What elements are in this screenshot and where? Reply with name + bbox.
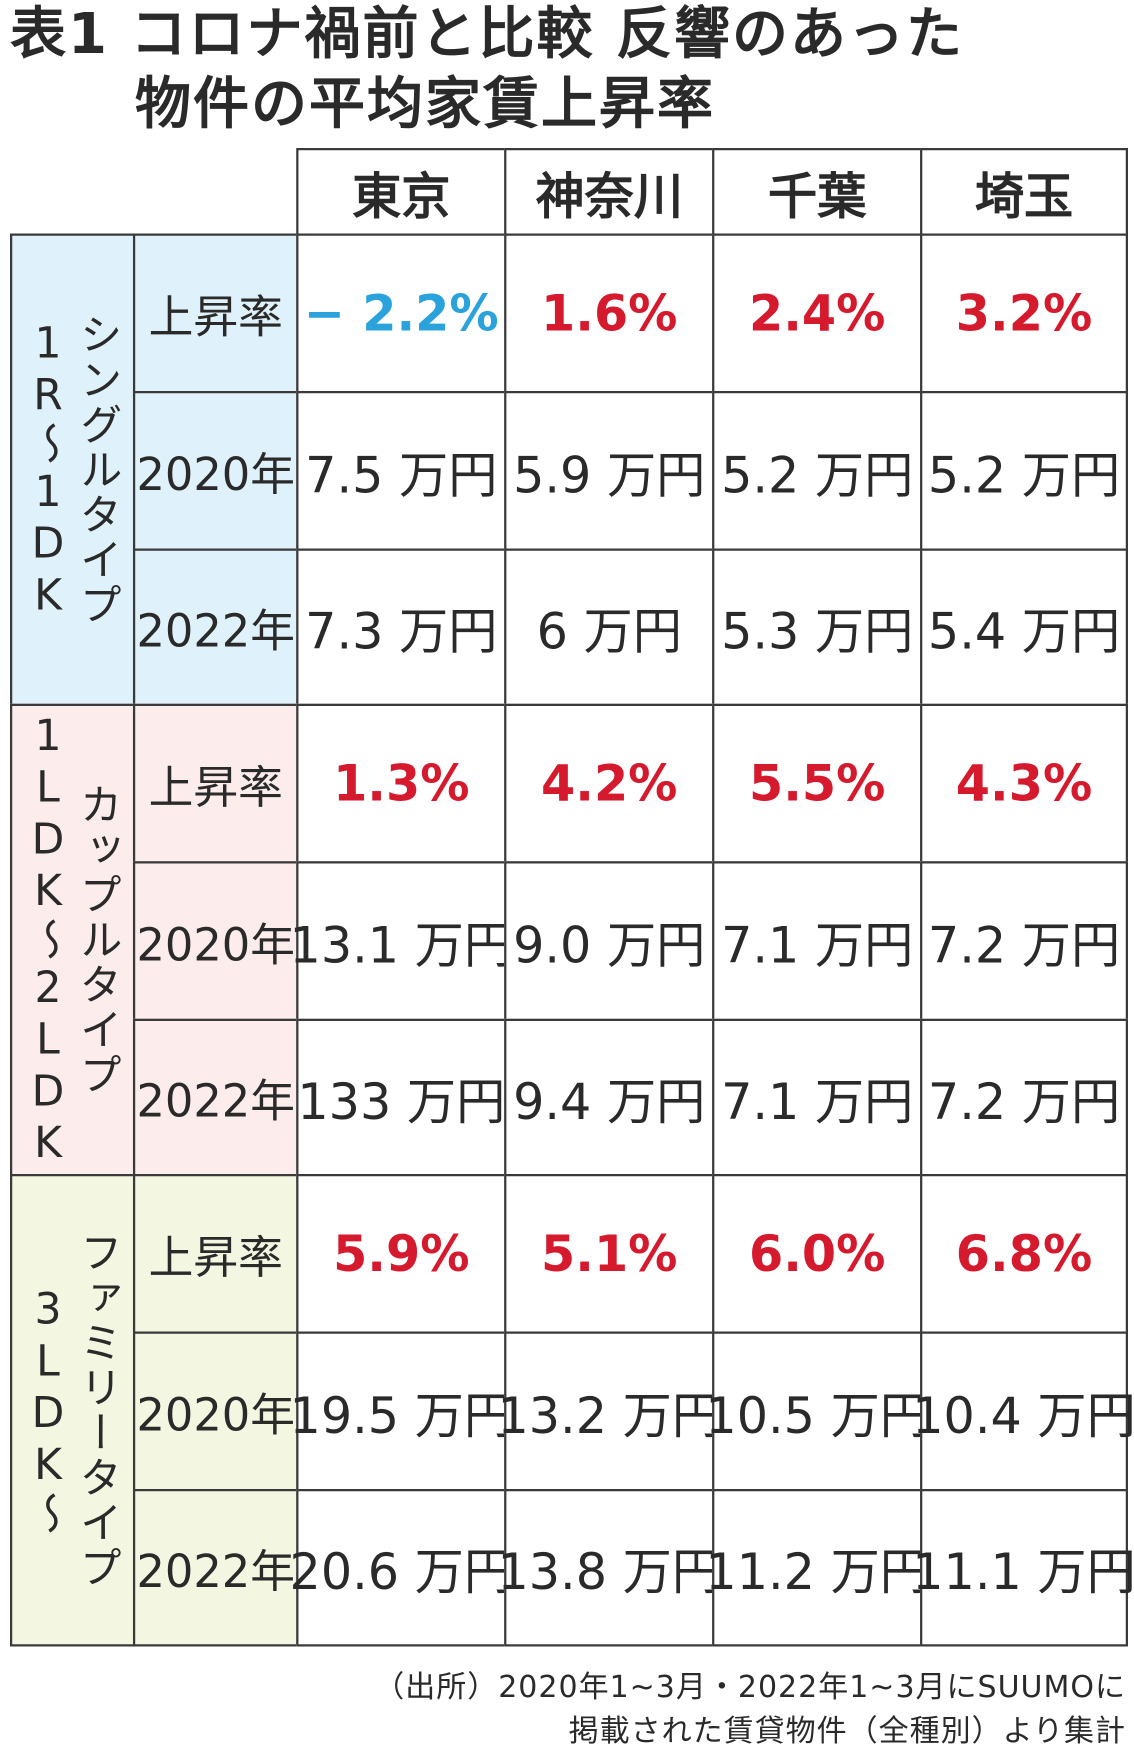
table-cell: 11.1 万円	[912, 1489, 1134, 1647]
table-cell: 7.2 万円	[920, 861, 1128, 1021]
row-label: 2022年	[132, 548, 299, 706]
table-cell: 5.5%	[712, 703, 923, 864]
group-layout: 3LDK〜	[23, 1284, 73, 1537]
column-header-saitama: 埼玉	[920, 148, 1128, 236]
table-cell: 5.9 万円	[504, 391, 715, 551]
group-layout: 1LDK〜2LDK	[23, 710, 73, 1170]
column-header-tokyo: 東京	[296, 148, 507, 236]
table-cell: 13.1 万円	[290, 861, 513, 1021]
table-cell: 7.5 万円	[296, 391, 507, 551]
table-cell: 7.3 万円	[296, 548, 507, 706]
table-cell: − 2.2%	[296, 233, 507, 394]
row-label: 2022年	[132, 1489, 299, 1647]
table-cell: 7.1 万円	[712, 1018, 923, 1177]
row-label: 2020年	[132, 1331, 299, 1492]
table-cell: 4.2%	[504, 703, 715, 864]
table-cell: 6 万円	[504, 548, 715, 706]
group-type-name: ファミリータイプ	[72, 1230, 122, 1591]
table-cell: 6.0%	[712, 1174, 923, 1334]
table-cell: 5.9%	[296, 1174, 507, 1334]
row-label: 2020年	[132, 861, 299, 1021]
table-cell: 13.2 万円	[497, 1331, 721, 1492]
table-cell: 5.4 万円	[920, 548, 1128, 706]
row-label: 上昇率	[132, 233, 299, 394]
table-cell: 5.2 万円	[920, 391, 1128, 551]
rent-table: 東京 神奈川 千葉 埼玉 シングルタイプ 1R〜1DK 上昇率 2020年 20…	[10, 148, 1134, 1649]
page-title: 表1 コロナ禍前と比較 反響のあった 物件の平均家賃上昇率	[10, 0, 964, 140]
column-header-kanagawa: 神奈川	[504, 148, 715, 236]
source-line-2: 掲載された賃貸物件（全種別）より集計	[568, 1714, 1126, 1749]
row-label: 上昇率	[132, 703, 299, 864]
table-cell: 9.0 万円	[504, 861, 715, 1021]
table-cell: 1.6%	[504, 233, 715, 394]
group-family: ファミリータイプ 3LDK〜	[10, 1174, 136, 1647]
table-cell: 5.3 万円	[712, 548, 923, 706]
table-cell: 11.2 万円	[705, 1489, 929, 1647]
column-header-chiba: 千葉	[712, 148, 923, 236]
table-cell: 5.2 万円	[712, 391, 923, 551]
row-label: 2022年	[132, 1018, 299, 1177]
table-cell: 1.3%	[296, 703, 507, 864]
table-cell: 4.3%	[920, 703, 1128, 864]
group-type-name: カップルタイプ	[72, 782, 122, 1098]
table-cell: 2.4%	[712, 233, 923, 394]
source-line-1: （出所）2020年1~3月・2022年1~3月にSUUMOに	[374, 1670, 1126, 1705]
table-cell: 10.5 万円	[705, 1331, 929, 1492]
table-cell: 7.1 万円	[712, 861, 923, 1021]
row-label: 上昇率	[132, 1174, 299, 1334]
table-cell: 3.2%	[920, 233, 1128, 394]
group-type-name: シングルタイプ	[72, 312, 122, 628]
table-cell: 5.1%	[504, 1174, 715, 1334]
table-cell: 133 万円	[296, 1018, 507, 1177]
table-cell: 7.2 万円	[920, 1018, 1128, 1177]
table-cell: 13.8 万円	[497, 1489, 721, 1647]
source-note: （出所）2020年1~3月・2022年1~3月にSUUMOに 掲載された賃貸物件…	[374, 1666, 1126, 1754]
group-single: シングルタイプ 1R〜1DK	[10, 233, 136, 706]
table-cell: 19.5 万円	[290, 1331, 513, 1492]
title-line-2: 物件の平均家賃上昇率	[135, 72, 715, 137]
table-cell: 20.6 万円	[290, 1489, 513, 1647]
table-cell: 9.4 万円	[504, 1018, 715, 1177]
title-line-1: 表1 コロナ禍前と比較 反響のあった	[10, 2, 964, 67]
table-cell: 10.4 万円	[912, 1331, 1134, 1492]
table-cell: 6.8%	[920, 1174, 1128, 1334]
group-layout: 1R〜1DK	[23, 317, 73, 622]
group-couple: カップルタイプ 1LDK〜2LDK	[10, 703, 136, 1177]
row-label: 2020年	[132, 391, 299, 551]
